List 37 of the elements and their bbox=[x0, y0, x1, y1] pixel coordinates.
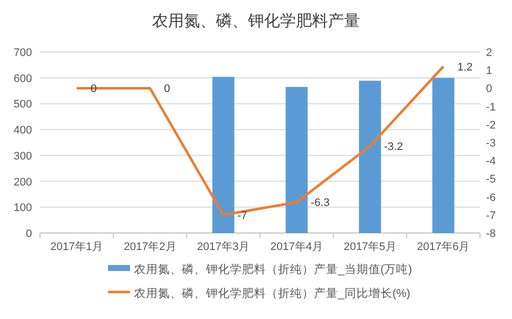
legend-label: 农用氮、磷、钾化学肥料（折纯）产量_当期值(万吨) bbox=[134, 262, 412, 276]
y-tick-label: 200 bbox=[14, 176, 32, 188]
y2-tick-label: -7 bbox=[486, 210, 496, 222]
y2-tick-label: -6 bbox=[486, 192, 496, 204]
x-tick-label: 2017年6月 bbox=[417, 241, 470, 253]
y-tick-label: 300 bbox=[14, 150, 32, 162]
y2-tick-label: 2 bbox=[486, 47, 492, 59]
y2-tick-label: -3 bbox=[486, 138, 496, 150]
x-tick-label: 2017年3月 bbox=[197, 241, 250, 253]
bar bbox=[432, 78, 454, 233]
data-label: -7 bbox=[237, 210, 248, 222]
y2-tick-label: -2 bbox=[486, 119, 496, 132]
y2-tick-label: -4 bbox=[486, 156, 496, 168]
data-label: -3.2 bbox=[384, 141, 403, 154]
y2-tick-label: 0 bbox=[486, 83, 492, 96]
y2-tick-label: -8 bbox=[486, 228, 496, 240]
y2-tick-label: 1 bbox=[486, 65, 492, 78]
y2-tick-label: -5 bbox=[486, 174, 496, 186]
data-label: 0 bbox=[164, 83, 170, 96]
x-tick-label: 2017年4月 bbox=[270, 241, 323, 253]
data-label: 1.2 bbox=[457, 61, 473, 74]
bar bbox=[286, 86, 308, 233]
x-tick-label: 2017年2月 bbox=[124, 241, 176, 253]
legend-label: 农用氮、磷、钾化学肥料（折纯）产量_同比增长(%) bbox=[134, 286, 410, 300]
y-tick-label: 500 bbox=[14, 98, 32, 111]
y-tick-label: 600 bbox=[14, 72, 32, 85]
data-label: -6.3 bbox=[310, 197, 330, 210]
x-tick-label: 2017年5月 bbox=[344, 241, 396, 253]
chart-title: 农用氮、磷、钾化学肥料产量 bbox=[152, 12, 360, 30]
y-tick-label: 100 bbox=[14, 202, 32, 214]
bar bbox=[212, 76, 234, 233]
bar bbox=[359, 80, 381, 233]
y-tick-label: 400 bbox=[14, 124, 32, 137]
y-tick-label: 0 bbox=[26, 228, 32, 240]
y-tick-label: 700 bbox=[14, 47, 32, 59]
x-tick-label: 2017年1月 bbox=[50, 241, 103, 253]
y2-tick-label: -1 bbox=[486, 101, 496, 114]
